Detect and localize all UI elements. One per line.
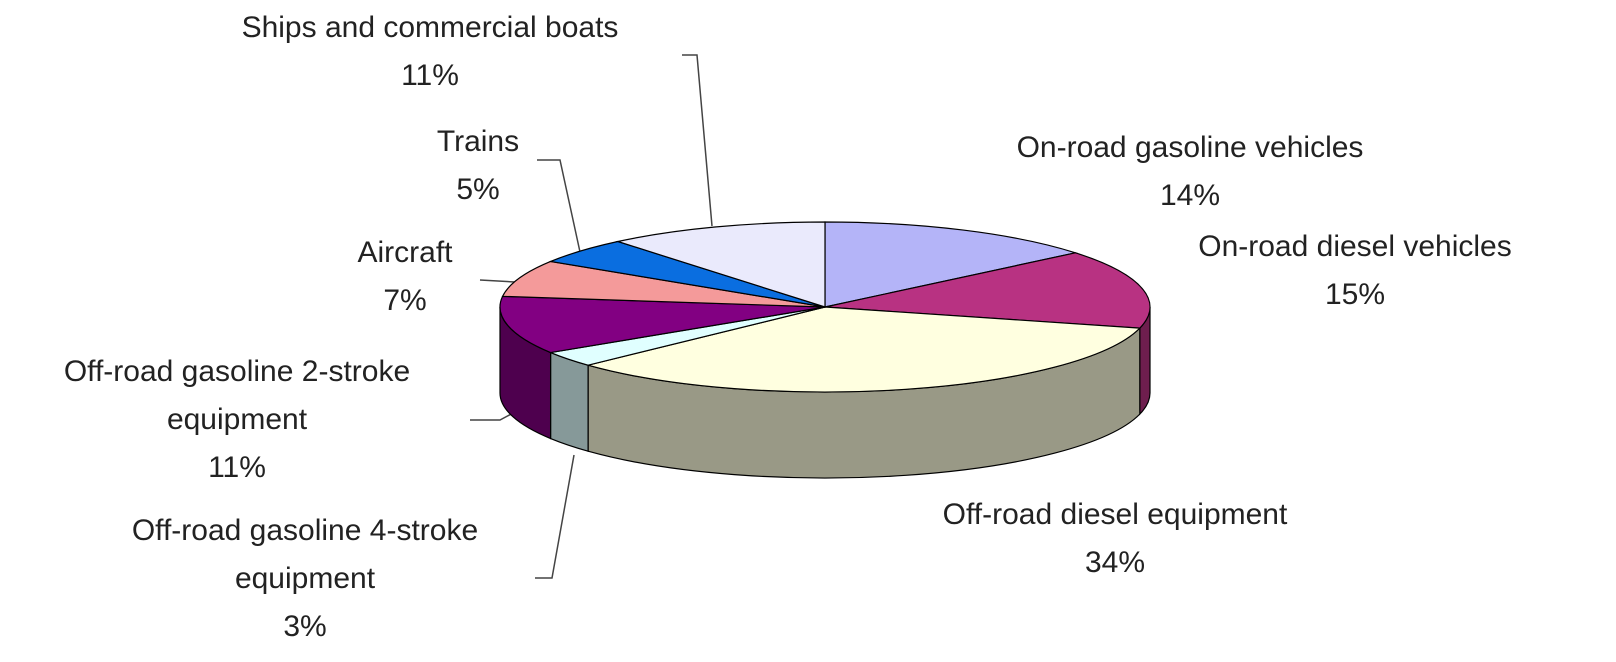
slice xyxy=(585,306,1142,393)
category-label: Ships and commercial boats xyxy=(241,11,619,44)
category-label: On-road gasoline vehicles xyxy=(1016,131,1364,164)
category-label: Off-road gasoline 2-stroke equipment xyxy=(63,355,411,436)
leader-line xyxy=(479,279,516,283)
category-label: On-road diesel vehicles xyxy=(1198,230,1512,263)
value-label: 15% xyxy=(1324,278,1386,311)
slice xyxy=(499,295,826,354)
leader-lines xyxy=(470,54,713,579)
slice-label: Off-road gasoline 2-stroke equipment 11% xyxy=(2,348,472,492)
category-label: Trains xyxy=(436,125,520,158)
slice-label: Off-road diesel equipment 34% xyxy=(943,491,1288,587)
slice xyxy=(501,260,826,308)
leader-line xyxy=(537,159,581,253)
leader-line xyxy=(535,454,575,579)
slice-label: Aircraft 7% xyxy=(357,229,452,325)
slice-label: On-road diesel vehicles 15% xyxy=(1198,223,1512,319)
category-label: Aircraft xyxy=(357,236,453,269)
slice-tops xyxy=(499,221,1151,393)
category-label: Off-road diesel equipment xyxy=(942,498,1288,531)
value-label: 34% xyxy=(1084,546,1146,579)
value-label: 11% xyxy=(401,59,459,92)
slice xyxy=(824,252,1151,329)
slice-label: Ships and commercial boats 11% xyxy=(242,4,619,100)
leader-line xyxy=(682,54,713,227)
slice xyxy=(615,221,826,308)
value-label: 5% xyxy=(456,173,500,206)
slice-label: Trains 5% xyxy=(437,118,519,214)
value-label: 14% xyxy=(1159,179,1221,212)
value-label: 11% xyxy=(208,451,266,484)
slice-side xyxy=(549,351,589,452)
category-label: Off-road gasoline 4-stroke equipment xyxy=(131,514,479,595)
value-label: 7% xyxy=(383,284,427,317)
slice-sides xyxy=(499,306,1151,479)
slice-label: Off-road gasoline 4-stroke equipment 3% xyxy=(70,507,540,651)
value-label: 3% xyxy=(283,610,327,643)
slice xyxy=(824,221,1078,308)
slice-label: On-road gasoline vehicles 14% xyxy=(1017,124,1364,220)
